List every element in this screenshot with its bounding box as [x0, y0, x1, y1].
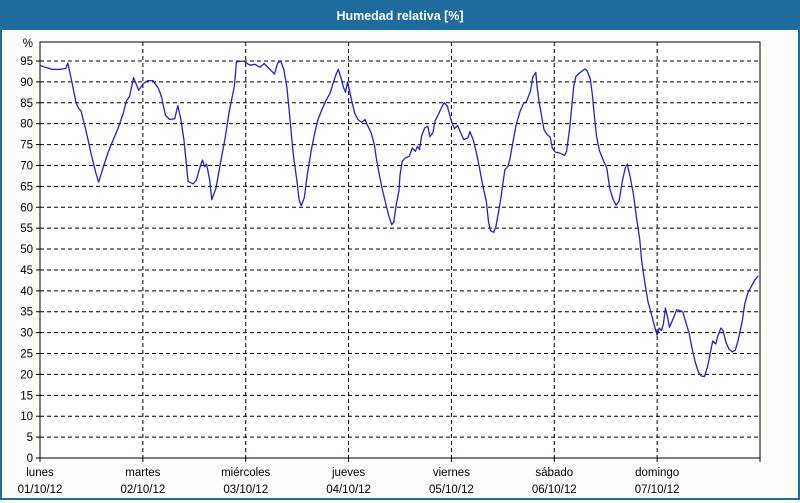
- x-day-label: domingo: [635, 467, 679, 479]
- title-bar: Humedad relativa [%]: [2, 2, 798, 30]
- y-tick-label: 40: [20, 286, 33, 298]
- y-tick-label: 70: [20, 160, 33, 172]
- x-day-label: martes: [125, 467, 160, 479]
- y-tick-label: 25: [20, 349, 33, 361]
- x-day-label: miércoles: [221, 467, 270, 479]
- x-day-label: jueves: [331, 467, 365, 479]
- y-tick-label: 0: [27, 453, 33, 465]
- axis-ticks: [36, 60, 761, 462]
- y-tick-label: 95: [20, 56, 33, 68]
- y-tick-label: 10: [20, 411, 33, 423]
- x-date-label: 07/10/12: [635, 484, 680, 496]
- y-tick-label: 50: [20, 244, 33, 256]
- y-tick-label: 90: [20, 77, 33, 89]
- y-tick-label: 80: [20, 119, 33, 131]
- y-axis-unit-label: %: [23, 38, 33, 50]
- y-tick-label: 35: [20, 307, 33, 319]
- plot-border: [39, 41, 761, 459]
- humidity-line-chart: 0 5 10 15 20 25 30 35 40 45 50 55 60 65 70 75 80 85 90 95% l…: [18, 38, 761, 496]
- x-day-label: lunes: [26, 467, 54, 479]
- x-date-label: 04/10/12: [326, 484, 371, 496]
- x-day-label: viernes: [433, 467, 470, 479]
- y-tick-label: 5: [27, 432, 33, 444]
- y-tick-label: 65: [20, 181, 33, 193]
- x-date-label: 01/10/12: [18, 484, 63, 496]
- y-tick-label: 60: [20, 202, 33, 214]
- y-tick-label: 45: [20, 265, 33, 277]
- y-tick-label: 75: [20, 140, 33, 152]
- y-tick-label: 20: [20, 369, 33, 381]
- grid-vertical: [142, 42, 658, 458]
- y-tick-label: 30: [20, 328, 33, 340]
- y-axis-labels: 0 5 10 15 20 25 30 35 40 45 50 55 60 65 70 75 80 85 90 95%: [20, 38, 33, 465]
- x-date-label: 06/10/12: [532, 484, 577, 496]
- grid-horizontal: [40, 60, 760, 438]
- x-date-label: 03/10/12: [223, 484, 268, 496]
- x-axis-labels: lunes 01/10/12 martes 02/10/12 miércoles 03/1…: [18, 467, 680, 496]
- humidity-series-line: [39, 60, 759, 378]
- chart-title: Humedad relativa [%]: [336, 9, 464, 23]
- y-tick-label: 55: [20, 223, 33, 235]
- x-date-label: 02/10/12: [120, 484, 165, 496]
- y-tick-label: 15: [20, 390, 33, 402]
- x-day-label: sábado: [535, 467, 573, 479]
- y-tick-label: 85: [20, 98, 33, 110]
- chart-area: 0 5 10 15 20 25 30 35 40 45 50 55 60 65 70 75 80 85 90 95% l…: [2, 30, 798, 498]
- x-date-label: 05/10/12: [429, 484, 474, 496]
